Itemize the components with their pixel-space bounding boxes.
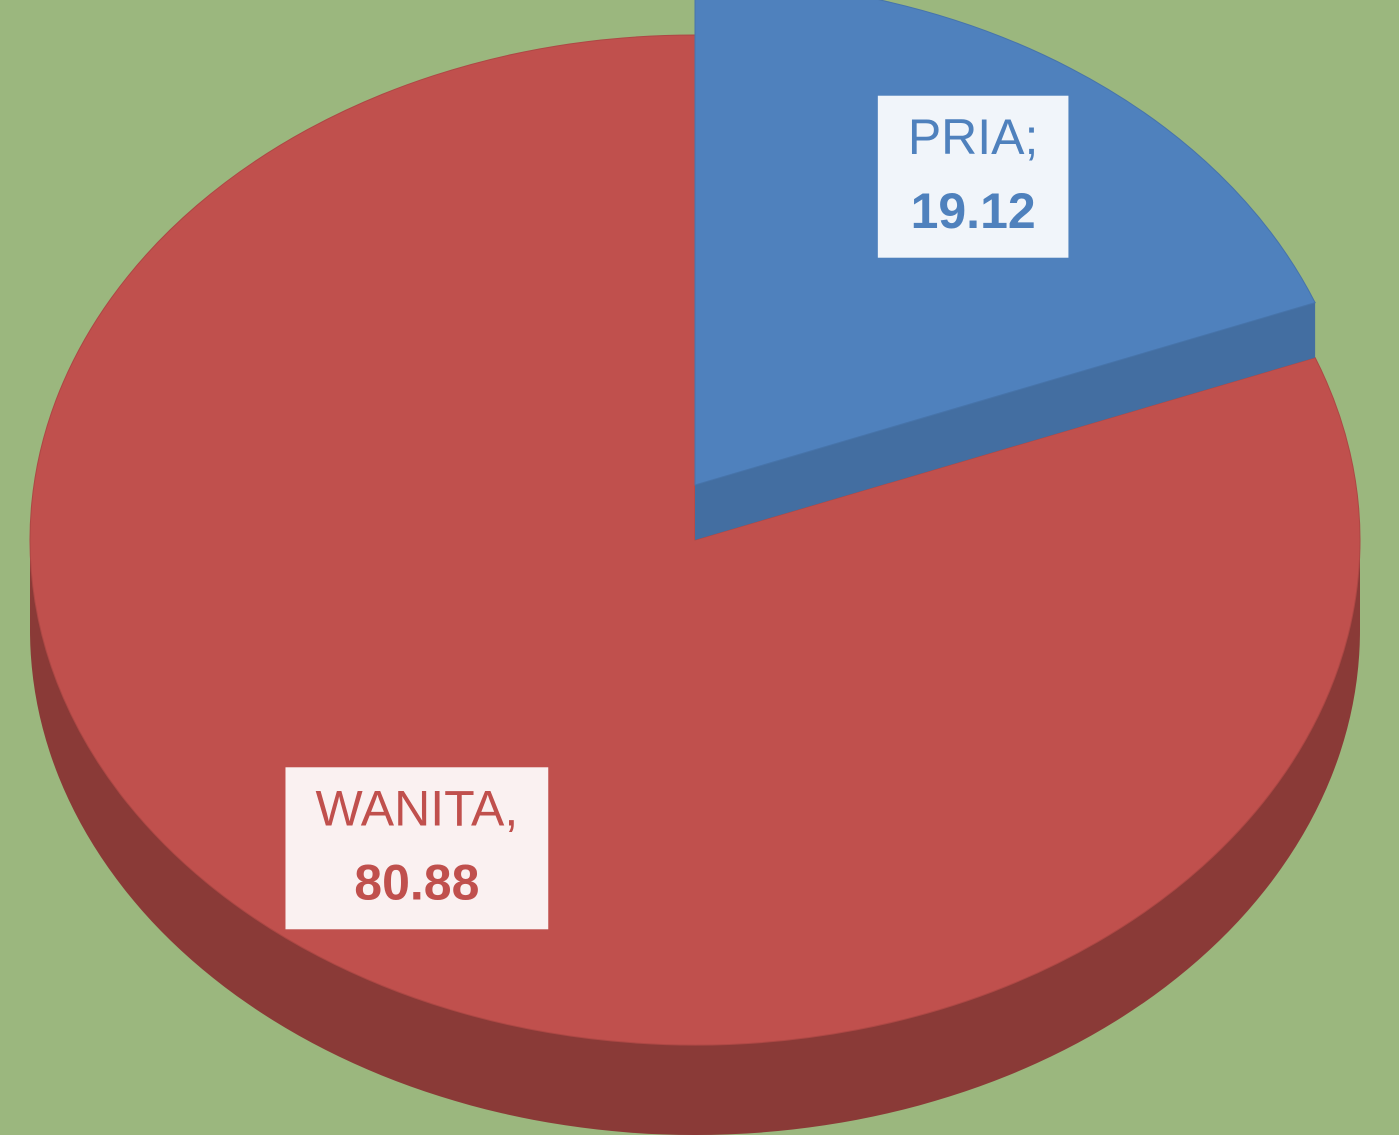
data-label-box — [285, 767, 549, 930]
data-label: PRIA; 19.12 — [877, 95, 1069, 258]
data-label-value: 80.88 — [354, 854, 479, 910]
data-label-category: WANITA, — [315, 780, 518, 836]
data-label-category: PRIA; — [908, 109, 1039, 165]
pie-slice-side — [695, 302, 1316, 540]
data-label-box — [877, 95, 1069, 258]
data-label-value: 19.12 — [911, 183, 1036, 239]
pie-side — [30, 540, 1360, 1135]
data-label: WANITA, 80.88 — [285, 767, 549, 930]
